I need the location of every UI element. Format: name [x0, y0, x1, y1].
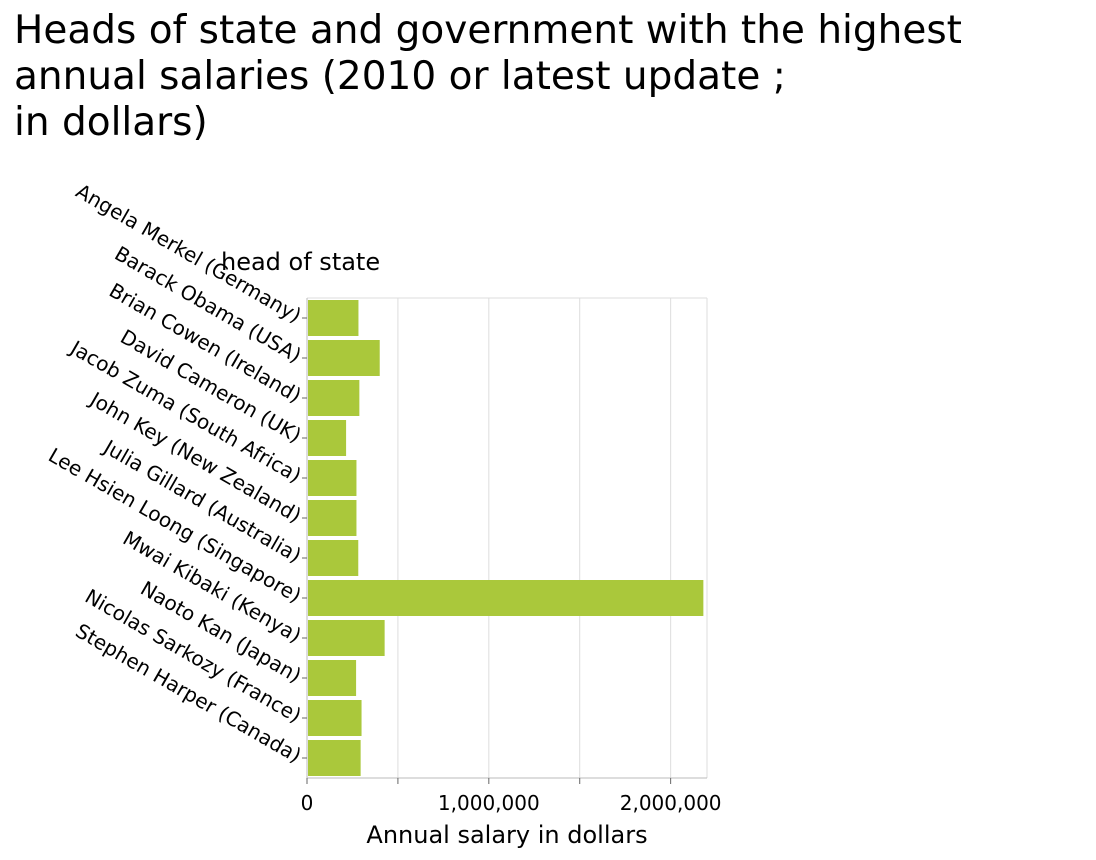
bar: [308, 580, 704, 616]
bar: [308, 340, 380, 376]
x-tick-label: 2,000,000: [620, 791, 722, 815]
bars: [308, 300, 704, 776]
x-tick-label: 1,000,000: [438, 791, 540, 815]
bar: [308, 420, 347, 456]
x-tick-labels: 0 1,000,000 2,000,000: [301, 791, 722, 815]
bar: [308, 500, 357, 536]
grid-lines: [307, 297, 708, 778]
y-axis-label: head of state: [221, 248, 380, 276]
chart-title-line-2: annual salaries (2010 or latest update ;: [14, 54, 786, 99]
x-axis-label: Annual salary in dollars: [366, 821, 647, 849]
bar: [308, 300, 359, 336]
x-tick-label: 0: [301, 791, 314, 815]
bar: [308, 460, 357, 496]
bar: [308, 620, 385, 656]
bar: [308, 380, 360, 416]
bar: [308, 660, 357, 696]
chart-title-line-3: in dollars): [14, 100, 208, 145]
chart-title: Heads of state and government with the h…: [14, 8, 1094, 146]
axes: [302, 298, 707, 784]
bar: [308, 700, 362, 736]
chart-title-line-1: Heads of state and government with the h…: [14, 8, 962, 53]
bar: [308, 740, 361, 776]
bar: [308, 540, 359, 576]
